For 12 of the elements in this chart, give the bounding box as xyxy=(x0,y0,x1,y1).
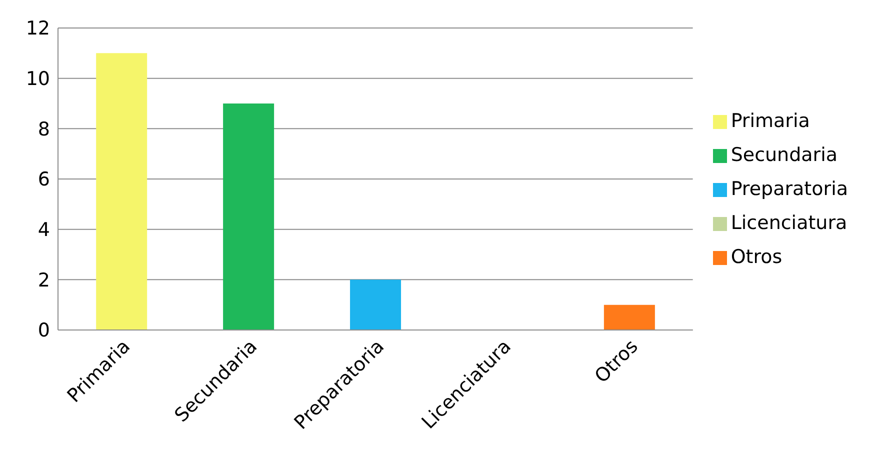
legend-label: Secundaria xyxy=(730,144,838,166)
legend-label: Otros xyxy=(730,246,782,268)
y-tick-label: 0 xyxy=(38,320,50,342)
y-tick-label: 8 xyxy=(38,118,50,140)
y-tick-label: 4 xyxy=(38,219,50,242)
y-tick-label: 10 xyxy=(26,68,50,90)
y-tick-label: 12 xyxy=(26,18,50,40)
legend-label: Preparatoria xyxy=(730,178,848,200)
y-tick-label: 6 xyxy=(38,168,50,191)
legend-label: Primaria xyxy=(730,110,810,132)
y-tick-label: 2 xyxy=(38,269,50,292)
legend-label: Licenciatura xyxy=(730,212,848,234)
